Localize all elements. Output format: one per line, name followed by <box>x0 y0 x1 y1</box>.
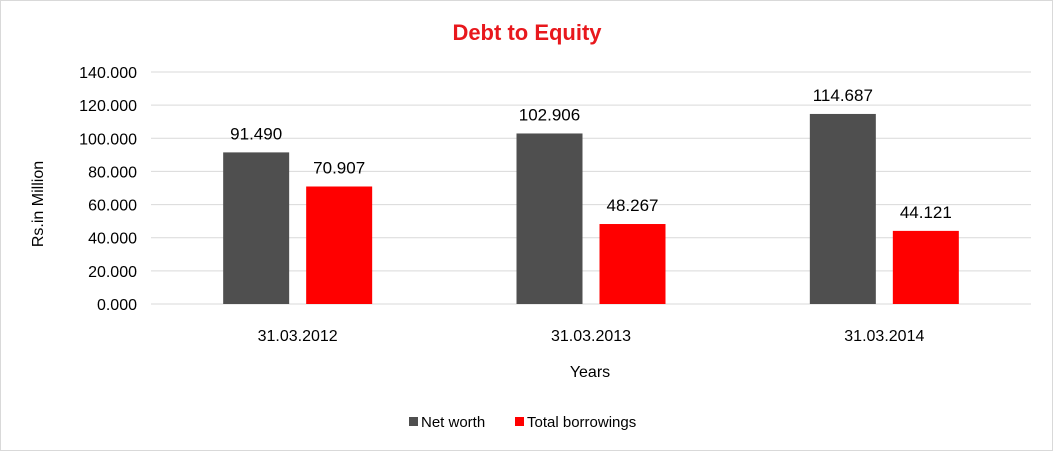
x-tick-label: 31.03.2012 <box>258 328 338 345</box>
data-label: 70.907 <box>313 158 365 177</box>
y-tick-label: 60.000 <box>88 198 137 215</box>
legend-label: Total borrowings <box>527 414 636 431</box>
y-tick-label: 20.000 <box>88 264 137 281</box>
y-tick-label: 40.000 <box>88 231 137 248</box>
y-tick-label: 0.000 <box>97 297 137 314</box>
bar-total-borrowings <box>306 186 373 304</box>
legend: Net worth Total borrowings <box>409 414 636 431</box>
x-tick-label: 31.03.2013 <box>551 328 631 345</box>
bar-total-borrowings <box>599 224 666 304</box>
y-tick-label: 120.000 <box>79 98 137 115</box>
data-label: 48.267 <box>607 196 659 215</box>
y-tick-label: 80.000 <box>88 164 137 181</box>
y-axis-label: Rs.in Million <box>30 161 47 247</box>
data-label: 44.121 <box>900 203 952 222</box>
bar-net-worth <box>516 133 583 304</box>
chart-title: Debt to Equity <box>452 20 602 45</box>
y-tick-label: 100.000 <box>79 131 137 148</box>
y-axis-ticks: 0.000 20.000 40.000 60.000 80.000 100.000 120.… <box>79 65 137 314</box>
data-label: 102.906 <box>519 105 580 124</box>
bar-net-worth <box>809 113 876 304</box>
bar-net-worth <box>223 152 290 304</box>
x-axis-label: Years <box>570 364 610 381</box>
legend-swatch <box>409 417 418 426</box>
legend-swatch <box>515 417 524 426</box>
x-axis-ticks: 31.03.2012 31.03.2013 31.03.2014 <box>258 328 925 345</box>
bars <box>223 113 959 304</box>
legend-label: Net worth <box>421 414 485 431</box>
data-label: 114.687 <box>813 86 873 105</box>
data-label: 91.490 <box>230 124 282 143</box>
bar-total-borrowings <box>892 230 959 304</box>
x-tick-label: 31.03.2014 <box>844 328 924 345</box>
data-labels: 91.490 70.907 102.906 48.267 114.687 44.121 <box>230 86 952 222</box>
gridlines <box>151 71 1031 305</box>
y-tick-label: 140.000 <box>79 65 137 82</box>
